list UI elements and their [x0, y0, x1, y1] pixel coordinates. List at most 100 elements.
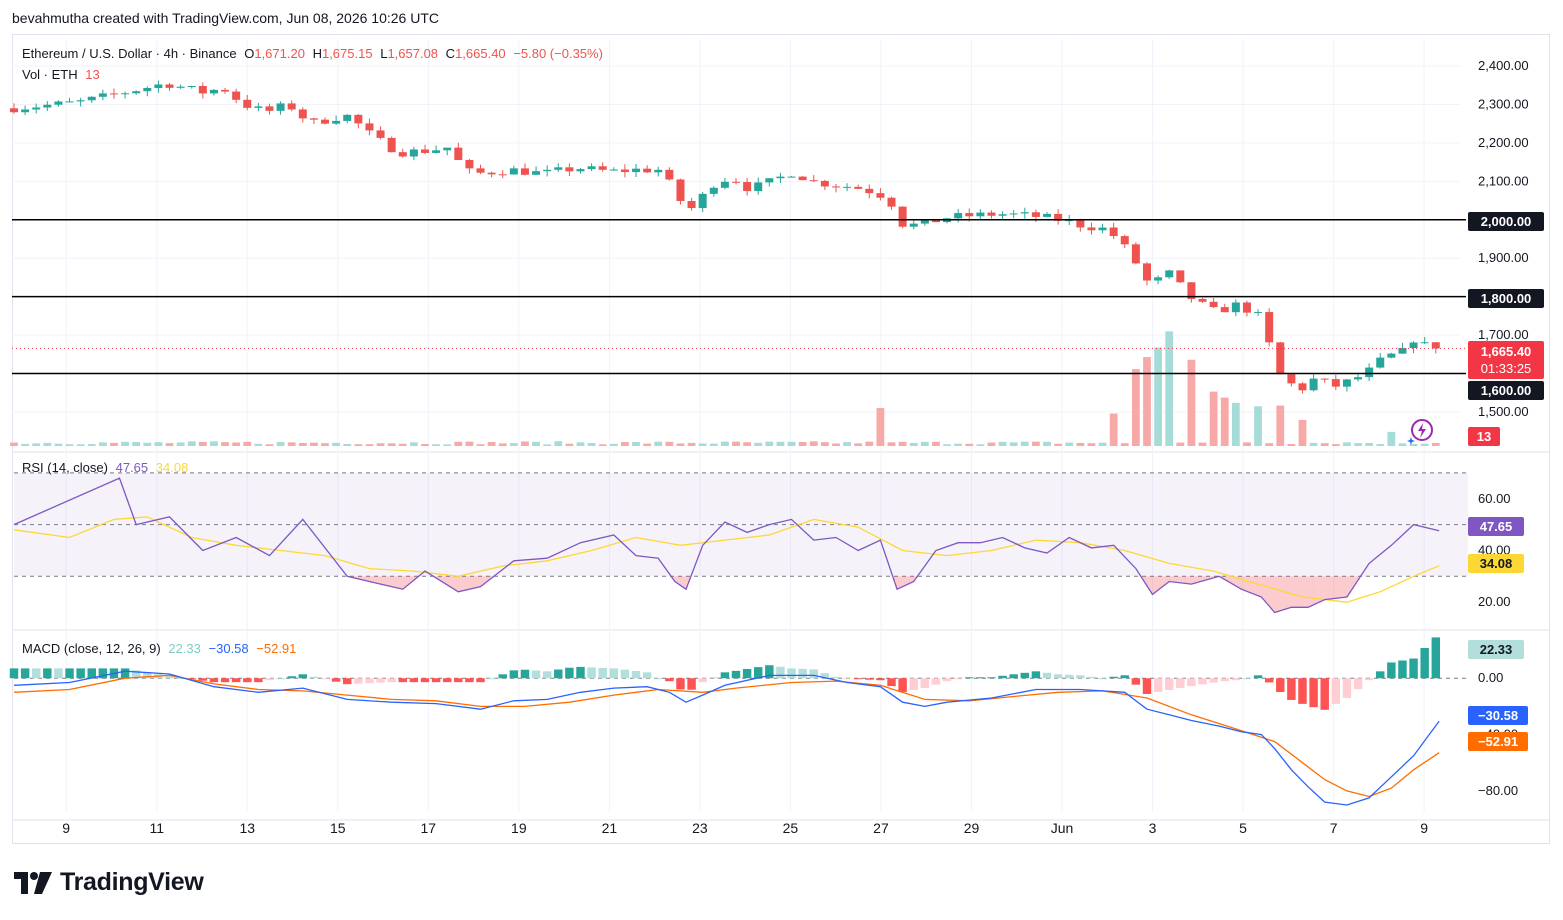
macd-histogram-bar [442, 678, 452, 683]
volume-bar [732, 441, 740, 446]
close-label: C [445, 46, 456, 61]
candle-body [776, 176, 785, 179]
volume-bar [210, 441, 218, 446]
candle-body [520, 168, 529, 175]
macd-histogram-bar [1242, 678, 1252, 680]
macd-histogram-bar [1353, 678, 1363, 690]
volume-bar [176, 442, 185, 446]
volume-bar [409, 442, 418, 446]
volume-bar [476, 444, 485, 446]
candle-body [565, 167, 574, 172]
low-value: 1,657.08 [387, 46, 439, 61]
candle-body [809, 180, 818, 182]
macd-histogram-bar [1109, 676, 1118, 679]
macd-histogram-bar [287, 676, 296, 679]
lightning-icon[interactable] [1405, 417, 1435, 447]
macd-histogram-bar [698, 678, 707, 683]
volume-bar [1098, 442, 1107, 446]
time-tick-label: 3 [1149, 820, 1157, 836]
volume-bar [1287, 443, 1296, 446]
candle-body [1287, 374, 1296, 384]
volume-bar [976, 444, 985, 446]
macd-histogram-bar [365, 678, 374, 684]
macd-histogram-bar [942, 678, 952, 682]
volume-bar [798, 441, 807, 446]
volume-bar [1265, 443, 1274, 446]
level-badge-1600: 1,600.00 [1468, 381, 1544, 400]
candle-body [509, 168, 518, 175]
brand-footer[interactable]: TradingView [14, 868, 204, 897]
volume-bar [321, 443, 329, 446]
volume-bar [787, 441, 796, 446]
volume-bar [287, 442, 296, 446]
volume-bar [487, 441, 496, 446]
macd-histogram-bar [298, 674, 308, 679]
volume-bar [454, 441, 463, 446]
candle-body [420, 149, 429, 153]
macd-histogram-bar [65, 668, 74, 679]
macd-histogram-bar [676, 678, 685, 690]
macd-histogram-bar [587, 667, 596, 679]
candle-body [1198, 298, 1207, 302]
macd-line [13, 670, 1440, 806]
volume-bar [632, 441, 640, 446]
volume-bar [498, 443, 507, 446]
macd-histogram-bar [1320, 678, 1329, 710]
candle-body [1009, 213, 1018, 215]
volume-bar [354, 444, 363, 446]
macd-histogram-bar [1198, 678, 1207, 685]
macd-histogram-bar [1253, 675, 1263, 679]
volume-bar [1043, 441, 1051, 446]
volume-bar [543, 444, 552, 446]
volume-bar [898, 441, 907, 446]
grid-layer [12, 40, 1550, 821]
macd-histogram-bar [687, 678, 696, 690]
volume-bar [1409, 444, 1418, 446]
volume-bar [65, 444, 74, 446]
candle-body [298, 109, 307, 119]
macd-histogram-bar [842, 678, 852, 680]
macd-histogram-bar [887, 678, 896, 687]
symbol-legend[interactable]: Ethereum / U.S. Dollar · 4h · Binance O1… [22, 46, 607, 61]
candle-body [1087, 227, 1096, 231]
volume-bar [721, 441, 729, 446]
macd-histogram-bar [498, 674, 507, 679]
macd-histogram-bar [776, 666, 785, 679]
candle-body [1242, 302, 1251, 313]
volume-legend[interactable]: Vol · ETH 13 [22, 67, 104, 82]
candle-body [765, 178, 774, 183]
volume-bar [954, 443, 963, 446]
candle-body [532, 171, 541, 175]
macd-histogram-bar [454, 678, 463, 683]
candle-body [432, 150, 441, 153]
macd-legend[interactable]: MACD (close, 12, 26, 9) 22.33 −30.58 −52… [22, 641, 300, 656]
candle-body [143, 87, 152, 92]
volume-bar [1120, 443, 1129, 446]
macd-series [9, 637, 1468, 806]
candle-body [1231, 302, 1240, 313]
macd-histogram-bar [976, 677, 985, 679]
time-tick-label: 9 [62, 820, 70, 836]
rsi-tick-label: 60.00 [1478, 491, 1511, 506]
signal-badge: −52.91 [1468, 732, 1528, 751]
candle-body [32, 107, 41, 110]
volume-bar [665, 441, 674, 446]
candle-body [1165, 270, 1174, 278]
macd-histogram-bar [554, 669, 563, 679]
volume-bar [87, 444, 96, 446]
macd-tick-label: −80.00 [1478, 783, 1518, 798]
price-tick-label: 2,100.00 [1478, 173, 1529, 188]
macd-histogram-bar [731, 670, 741, 679]
macd-histogram-bar [576, 666, 585, 679]
macd-histogram-bar [420, 678, 430, 683]
macd-histogram-bar [98, 668, 108, 679]
candle-body [1342, 379, 1351, 387]
rsi-legend[interactable]: RSI (14, close) 47.65 34.08 [22, 460, 192, 475]
candle-body [654, 169, 663, 173]
candle-body [1176, 270, 1185, 283]
candle-body [409, 149, 418, 157]
symbol-title[interactable]: Ethereum / U.S. Dollar · 4h · Binance [22, 46, 237, 61]
chart-frame[interactable] [12, 34, 1550, 844]
volume-legend-value: 13 [85, 67, 100, 82]
